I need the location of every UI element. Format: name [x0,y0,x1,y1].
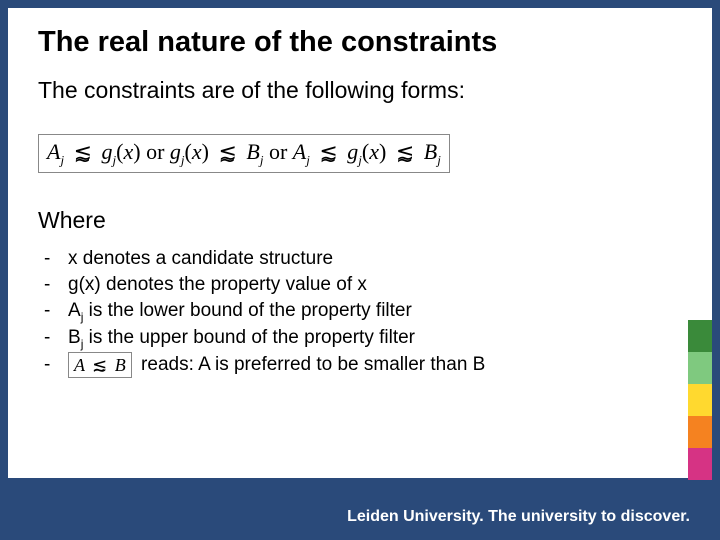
list-item: - Aj is the lower bound of the property … [44,298,682,325]
stripe [688,384,712,416]
stripe [688,416,712,448]
bullet-list: - x denotes a candidate structure - g(x)… [38,246,682,378]
stripe [688,320,712,352]
bullet-text: x denotes a candidate structure [68,246,682,272]
bullet-dash: - [44,272,68,298]
intro-text: The constraints are of the following for… [38,77,682,104]
bullet-dash: - [44,246,68,272]
bullet-text: Bj is the upper bound of the property fi… [68,325,682,352]
stripe [688,448,712,480]
slide-title: The real nature of the constraints [38,26,682,59]
list-item: - x denotes a candidate structure [44,246,682,272]
slide: The real nature of the constraints The c… [0,0,720,540]
bullet-dash: - [44,325,68,352]
bullet-text: g(x) denotes the property value of x [68,272,682,298]
bullet-text: Aj is the lower bound of the property fi… [68,298,682,325]
list-item: - Bj is the upper bound of the property … [44,325,682,352]
footer-text: Leiden University. The university to dis… [347,508,690,526]
inline-formula: A ≲ B [68,352,132,378]
content-area: The real nature of the constraints The c… [8,8,712,478]
where-label: Where [38,207,682,234]
color-stripes [688,320,712,480]
constraint-formula: Aj ≲ gj(x) or gj(x) ≲ Bj or Aj ≲ gj(x) ≲… [38,134,450,173]
list-item: - A ≲ B reads: A is preferred to be smal… [44,352,682,378]
bullet-text: A ≲ B reads: A is preferred to be smalle… [68,352,682,378]
list-item: - g(x) denotes the property value of x [44,272,682,298]
stripe [688,352,712,384]
bullet-dash: - [44,352,68,378]
bullet-dash: - [44,298,68,325]
